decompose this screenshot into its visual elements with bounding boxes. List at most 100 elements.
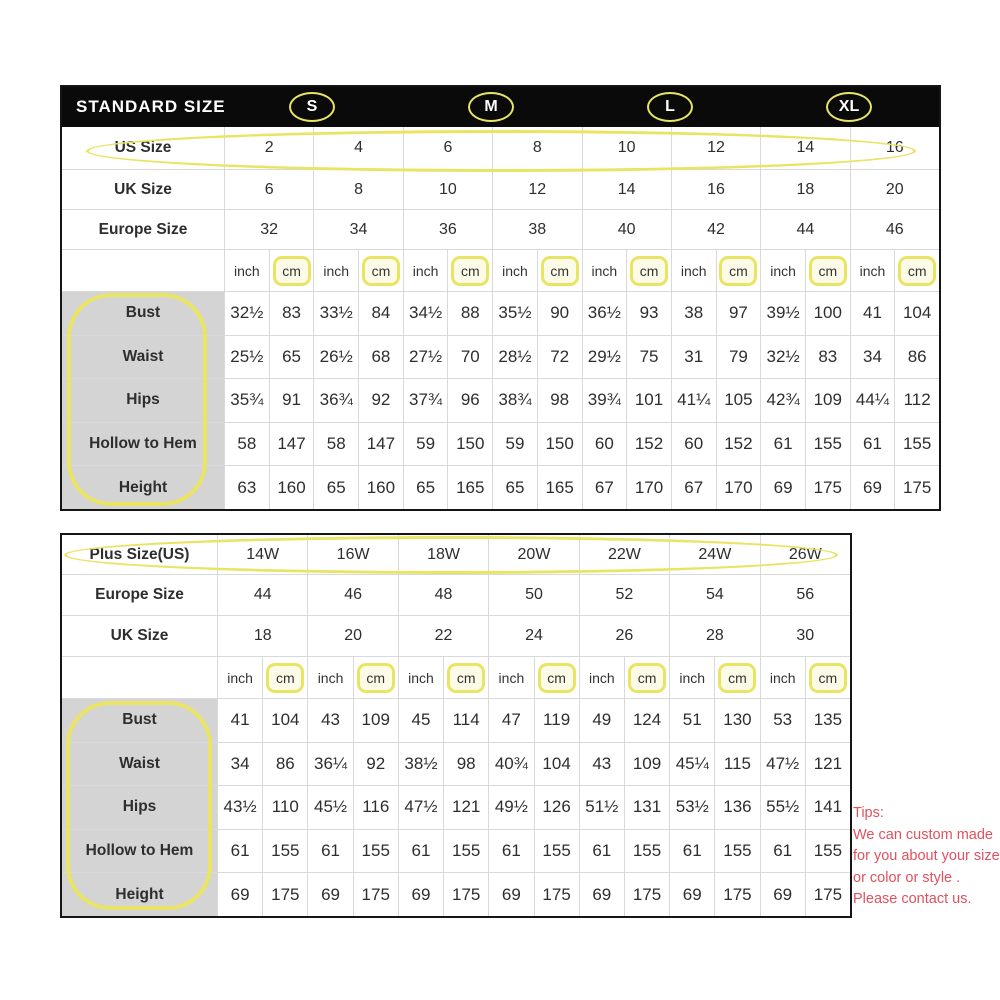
cm-value-cell: 155 xyxy=(534,829,579,873)
cm-value-cell: 165 xyxy=(537,466,582,509)
unit-inch-cell: inch xyxy=(670,657,715,698)
unit-inch-cell: inch xyxy=(398,657,444,698)
inch-value-cell: 69 xyxy=(398,873,444,916)
inch-value-cell: 31 xyxy=(671,335,716,379)
unit-cm-cell: cm xyxy=(444,657,489,698)
inch-value-cell: 61 xyxy=(579,829,624,873)
size-cell: 18W xyxy=(398,535,489,574)
unit-cm-cell: cm xyxy=(269,250,314,291)
inch-value-cell: 38 xyxy=(671,292,716,335)
size-cell: 34 xyxy=(314,210,403,249)
cm-value-cell: 109 xyxy=(805,379,850,422)
cm-value-cell: 96 xyxy=(448,379,493,422)
cm-value-cell: 84 xyxy=(359,292,403,335)
row-label: UK Size xyxy=(62,616,217,656)
size-cell: 54 xyxy=(670,575,760,615)
cm-value-cell: 175 xyxy=(805,466,850,509)
cm-value-cell: 175 xyxy=(715,873,760,916)
inch-value-cell: 65 xyxy=(493,466,537,509)
cm-value-cell: 141 xyxy=(805,786,850,829)
cm-value-cell: 86 xyxy=(895,335,939,379)
size-cell: 26 xyxy=(579,616,670,656)
measurement-row-label: Hollow to Hem xyxy=(62,829,217,873)
cm-value-cell: 91 xyxy=(269,379,314,422)
cm-value-cell: 112 xyxy=(895,379,939,422)
cm-value-cell: 155 xyxy=(805,422,850,466)
size-cell: 52 xyxy=(579,575,670,615)
cm-value-cell: 104 xyxy=(534,742,579,786)
cm-value-cell: 83 xyxy=(805,335,850,379)
unit-inch-cell: inch xyxy=(218,657,263,698)
cm-value-cell: 136 xyxy=(715,786,760,829)
cm-highlight-annotation: cm xyxy=(898,255,937,286)
inch-value-cell: 37¾ xyxy=(403,379,448,422)
inch-value-cell: 38¾ xyxy=(493,379,537,422)
unit-inch-cell: inch xyxy=(850,250,895,291)
cm-value-cell: 175 xyxy=(353,873,398,916)
inch-value-cell: 61 xyxy=(761,422,805,466)
cm-value-cell: 70 xyxy=(448,335,493,379)
unit-cm-cell: cm xyxy=(624,657,670,698)
cm-value-cell: 75 xyxy=(627,335,671,379)
size-cell: 30 xyxy=(760,616,850,656)
cm-value-cell: 160 xyxy=(359,466,403,509)
row-label: UK Size xyxy=(62,170,224,209)
unit-inch-cell: inch xyxy=(761,250,805,291)
inch-value-cell: 39¾ xyxy=(582,379,627,422)
inch-value-cell: 53½ xyxy=(670,786,715,829)
cm-value-cell: 150 xyxy=(537,422,582,466)
measurement-row-label: Height xyxy=(62,466,224,509)
inch-value-cell: 35¾ xyxy=(225,379,269,422)
cm-value-cell: 93 xyxy=(627,292,671,335)
size-cell: 18 xyxy=(761,170,850,209)
size-cell: 20W xyxy=(489,535,579,574)
inch-value-cell: 47½ xyxy=(398,786,444,829)
cm-value-cell: 135 xyxy=(805,699,850,742)
cm-value-cell: 100 xyxy=(805,292,850,335)
cm-value-cell: 150 xyxy=(448,422,493,466)
size-cell: 20 xyxy=(308,616,398,656)
cm-value-cell: 165 xyxy=(448,466,493,509)
inch-value-cell: 41 xyxy=(218,699,263,742)
cm-value-cell: 155 xyxy=(353,829,398,873)
tips-line: We can custom made xyxy=(853,826,993,843)
cm-highlight-annotation: cm xyxy=(361,255,400,286)
measurement-row-label: Hips xyxy=(62,379,224,422)
cm-value-cell: 175 xyxy=(895,466,939,509)
inch-value-cell: 29½ xyxy=(582,335,627,379)
cm-highlight-annotation: cm xyxy=(630,255,669,286)
cm-highlight-annotation: cm xyxy=(808,662,847,693)
size-cell: 44 xyxy=(218,575,308,615)
cm-value-cell: 109 xyxy=(624,742,670,786)
inch-value-cell: 38½ xyxy=(398,742,444,786)
unit-inch-cell: inch xyxy=(760,657,805,698)
cm-value-cell: 147 xyxy=(359,422,403,466)
inch-value-cell: 69 xyxy=(761,466,805,509)
size-cell: 12 xyxy=(671,127,761,169)
inch-value-cell: 53 xyxy=(760,699,805,742)
cm-value-cell: 83 xyxy=(269,292,314,335)
inch-value-cell: 36½ xyxy=(582,292,627,335)
size-cell: 18 xyxy=(218,616,308,656)
cm-value-cell: 101 xyxy=(627,379,671,422)
unit-cm-cell: cm xyxy=(263,657,308,698)
inch-value-cell: 26½ xyxy=(314,335,359,379)
inch-value-cell: 32½ xyxy=(761,335,805,379)
inch-value-cell: 28½ xyxy=(493,335,537,379)
inch-value-cell: 69 xyxy=(670,873,715,916)
row-label: Plus Size(US) xyxy=(62,535,217,574)
plus-size-grid: Plus Size(US) 14W 16W 18W 20W 22W 24W 26W Europe… xyxy=(62,535,850,916)
inch-value-cell: 36¾ xyxy=(314,379,359,422)
inch-value-cell: 61 xyxy=(760,829,805,873)
inch-value-cell: 27½ xyxy=(403,335,448,379)
size-cell: 14W xyxy=(218,535,308,574)
cm-value-cell: 109 xyxy=(353,699,398,742)
unit-cm-cell: cm xyxy=(895,250,939,291)
cm-value-cell: 72 xyxy=(537,335,582,379)
cm-value-cell: 152 xyxy=(627,422,671,466)
measurement-row-label: Waist xyxy=(62,742,217,786)
inch-value-cell: 69 xyxy=(579,873,624,916)
cm-value-cell: 86 xyxy=(263,742,308,786)
size-cell: 38 xyxy=(493,210,582,249)
